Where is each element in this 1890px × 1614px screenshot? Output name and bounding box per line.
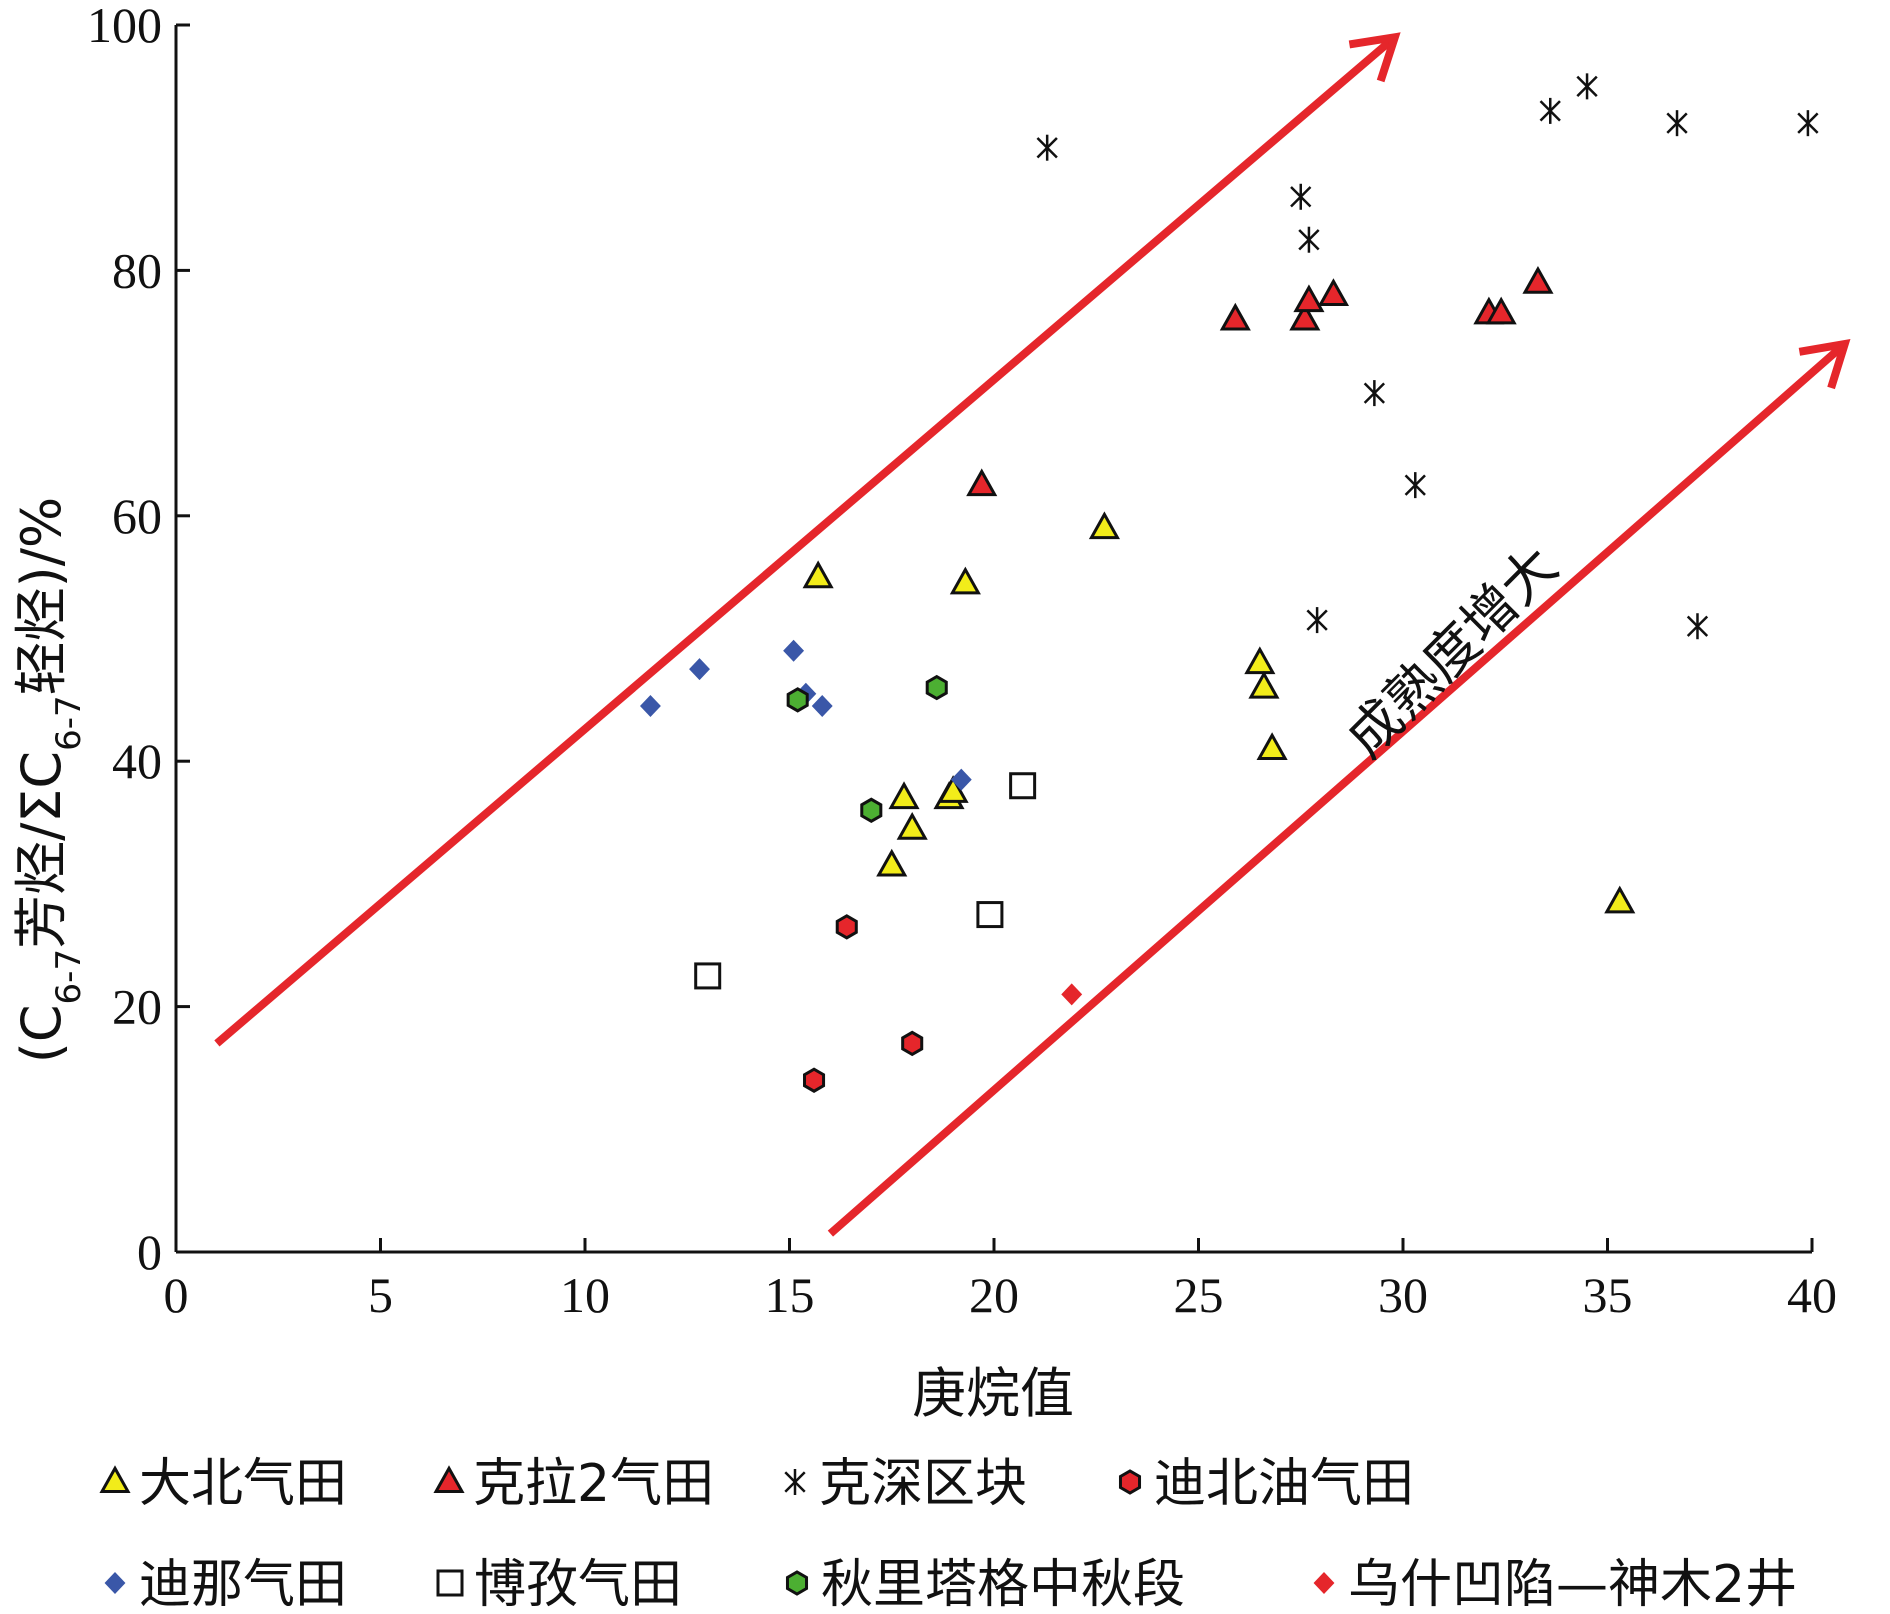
- data-point-series-2: [1686, 613, 1709, 640]
- data-point-series-5: [1009, 772, 1037, 800]
- y-tick-label: 40: [112, 733, 162, 789]
- x-axis-label: 庚烷值: [912, 1362, 1074, 1425]
- x-tick-label: 20: [969, 1267, 1019, 1323]
- x-tick-label: 0: [164, 1267, 189, 1323]
- legend-marker: [436, 1569, 464, 1597]
- x-tick-label: 5: [368, 1267, 393, 1323]
- legend-label: 克深区块: [819, 1454, 1027, 1514]
- x-tick-label: 30: [1378, 1267, 1428, 1323]
- data-point-series-5: [976, 901, 1004, 929]
- arrow-head: [1348, 32, 1401, 83]
- data-point-series-3: [835, 914, 858, 940]
- maturity-annotation: 成熟度增大: [1334, 534, 1569, 769]
- legend-label: 秋里塔格中秋段: [821, 1555, 1185, 1614]
- legend-label: 迪那气田: [139, 1555, 347, 1614]
- data-point-series-2: [1036, 134, 1058, 161]
- legend-label: 迪北油气田: [1154, 1454, 1414, 1514]
- data-point-series-6: [925, 674, 948, 701]
- data-point-series-0: [949, 566, 981, 595]
- data-point-series-0: [1248, 670, 1280, 699]
- legend-marker: [99, 1465, 131, 1494]
- data-point-series-2: [1298, 226, 1320, 253]
- data-point-series-0: [802, 560, 834, 589]
- data-point-series-0: [888, 781, 920, 810]
- data-point-series-1: [966, 468, 998, 497]
- tick-labels: 0 5 10 15 20 25 30 35 40 0 20 40 60 80 100: [87, 0, 1837, 1323]
- legend-label: 大北气田: [139, 1454, 347, 1514]
- data-point-series-2: [1666, 110, 1688, 137]
- data-point-series-1: [1522, 265, 1554, 294]
- data-point-series-0: [937, 775, 969, 803]
- data-point-series-2: [1290, 183, 1312, 210]
- data-point-series-1: [1317, 278, 1350, 306]
- legend-marker: [785, 1570, 809, 1596]
- data-point-series-4: [811, 694, 833, 717]
- legend-marker: [433, 1465, 465, 1494]
- data-points: [639, 73, 1819, 1093]
- data-point-series-0: [1604, 885, 1636, 914]
- legend-marker: [1313, 1572, 1335, 1594]
- data-point-series-2: [1306, 607, 1328, 634]
- data-point-series-0: [896, 811, 928, 840]
- data-point-series-6: [860, 797, 883, 824]
- data-point-series-4: [950, 768, 972, 791]
- x-tick-label: 35: [1583, 1267, 1633, 1323]
- legend-marker: [784, 1469, 806, 1495]
- data-point-series-0: [1244, 646, 1276, 675]
- data-point-series-2: [1363, 380, 1386, 407]
- data-point-series-6: [786, 687, 809, 713]
- data-point-series-4: [783, 639, 805, 662]
- legend-label: 博孜气田: [474, 1555, 682, 1614]
- data-point-series-7: [1061, 983, 1083, 1006]
- x-tick-label: 40: [1787, 1267, 1837, 1323]
- data-point-series-2: [1797, 110, 1819, 137]
- y-tick-label: 100: [87, 0, 162, 53]
- x-tick-label: 25: [1174, 1267, 1224, 1323]
- arrow-shaft: [827, 341, 1848, 1237]
- data-point-series-4: [689, 658, 710, 681]
- data-point-series-2: [1404, 472, 1426, 499]
- data-point-series-1: [1219, 302, 1251, 331]
- data-point-series-0: [1256, 732, 1288, 760]
- y-tick-label: 0: [137, 1224, 162, 1280]
- arrow-shaft: [214, 34, 1398, 1047]
- data-point-series-1: [1485, 296, 1517, 325]
- y-axis-label: (C6-7芳烃/ΣC6-7轻烃)/%: [10, 497, 89, 1063]
- y-tick-label: 80: [112, 242, 162, 298]
- data-point-series-0: [1088, 511, 1120, 540]
- data-point-series-4: [639, 694, 661, 717]
- data-point-series-2: [1539, 97, 1561, 124]
- legend-label: 克拉2气田: [473, 1454, 714, 1514]
- data-point-series-1: [1293, 284, 1325, 313]
- data-point-series-1: [1289, 302, 1321, 331]
- data-point-series-3: [901, 1030, 924, 1057]
- x-tick-label: 15: [765, 1267, 815, 1323]
- y-tick-label: 60: [112, 488, 162, 544]
- maturity-arrows: [214, 32, 1851, 1237]
- axes: [174, 23, 1814, 1254]
- data-point-series-3: [803, 1067, 826, 1093]
- y-tick-label: 20: [112, 979, 162, 1035]
- legend-label: 乌什凹陷—神木2井: [1348, 1555, 1797, 1614]
- arrow-head: [1798, 338, 1851, 390]
- legend-marker: [104, 1572, 126, 1594]
- data-point-series-0: [876, 848, 908, 877]
- data-point-series-2: [1576, 73, 1598, 100]
- data-point-series-5: [694, 962, 722, 990]
- legend-marker: [1118, 1469, 1142, 1495]
- x-tick-label: 10: [560, 1267, 610, 1323]
